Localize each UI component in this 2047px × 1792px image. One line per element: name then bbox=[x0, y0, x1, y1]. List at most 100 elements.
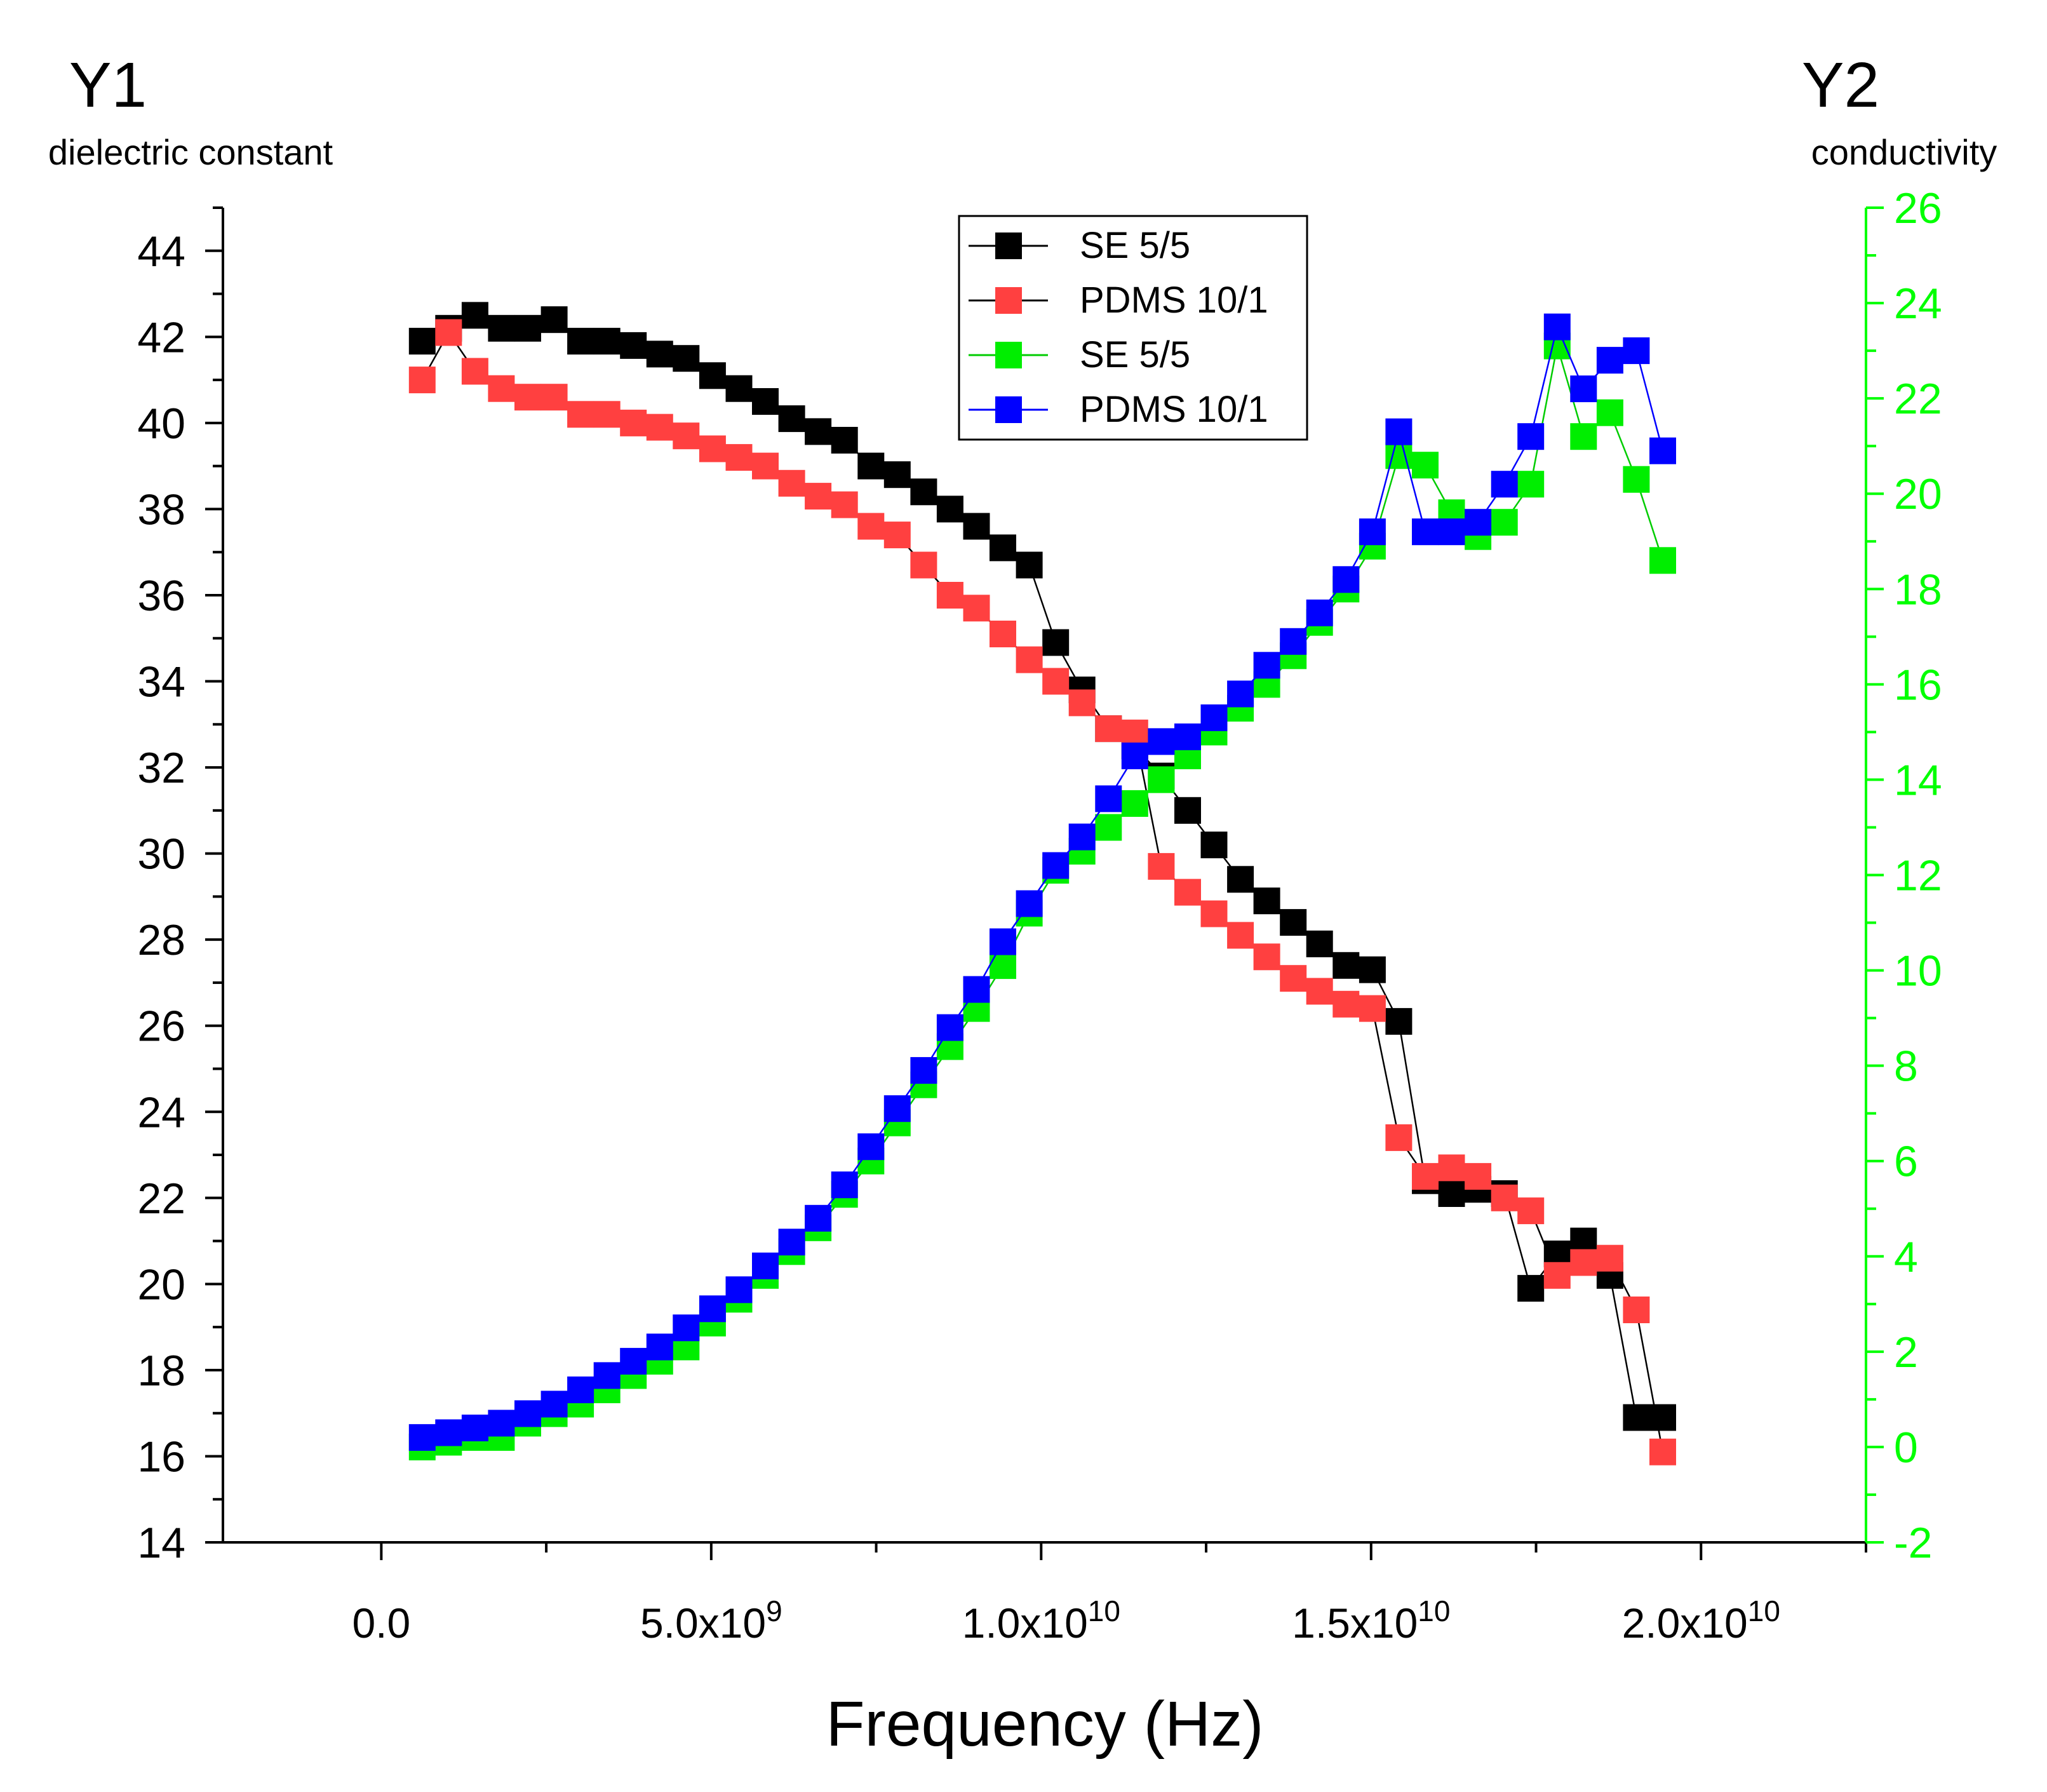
y2-subtitle: conductivity bbox=[1811, 132, 1997, 172]
y2-tick-label: 14 bbox=[1894, 756, 1942, 804]
data-point bbox=[514, 314, 541, 342]
legend-marker bbox=[995, 396, 1022, 423]
series-layer bbox=[408, 302, 1676, 1465]
data-point bbox=[963, 513, 990, 540]
data-point bbox=[910, 478, 937, 506]
data-point bbox=[1148, 766, 1175, 793]
data-point bbox=[1200, 900, 1228, 927]
data-point bbox=[1570, 375, 1597, 403]
y1-tick-label: 22 bbox=[137, 1175, 185, 1223]
data-point bbox=[752, 452, 779, 480]
data-point bbox=[567, 328, 594, 355]
data-point bbox=[673, 345, 700, 372]
data-point bbox=[1570, 1249, 1597, 1276]
y1-tick-label: 36 bbox=[137, 572, 185, 620]
data-point bbox=[1253, 887, 1280, 915]
data-point bbox=[1174, 723, 1201, 750]
y2-tick-label: 12 bbox=[1894, 852, 1942, 900]
data-point bbox=[699, 435, 726, 462]
data-point bbox=[673, 1314, 700, 1342]
data-point bbox=[620, 332, 647, 359]
data-point bbox=[1016, 890, 1043, 917]
data-point bbox=[699, 1295, 726, 1323]
data-point bbox=[1148, 728, 1175, 755]
y1-tick-label: 14 bbox=[137, 1519, 185, 1567]
legend-entry: PDMS 10/1 bbox=[969, 389, 1268, 430]
data-point bbox=[1596, 347, 1623, 374]
data-point bbox=[1385, 1007, 1413, 1035]
y1-tick-label: 16 bbox=[137, 1432, 185, 1481]
data-point bbox=[1253, 652, 1280, 679]
y1-tick-label: 18 bbox=[137, 1347, 185, 1395]
data-point bbox=[1068, 689, 1096, 717]
data-point bbox=[910, 1057, 937, 1084]
data-point bbox=[1332, 566, 1360, 593]
legend-marker bbox=[995, 287, 1022, 314]
data-point bbox=[1227, 680, 1254, 708]
data-point bbox=[408, 1424, 436, 1451]
data-point bbox=[778, 405, 805, 433]
data-point bbox=[1412, 518, 1439, 546]
data-point bbox=[646, 340, 673, 368]
data-point bbox=[488, 314, 515, 342]
data-point bbox=[1438, 518, 1465, 546]
data-point bbox=[1412, 1162, 1439, 1190]
y2-tick-label: 26 bbox=[1894, 184, 1942, 232]
data-point bbox=[1068, 823, 1096, 851]
data-point bbox=[514, 1400, 541, 1427]
data-point bbox=[1121, 742, 1148, 769]
data-point bbox=[910, 551, 937, 579]
data-point bbox=[990, 928, 1016, 955]
data-point bbox=[778, 469, 805, 497]
y2-tick-label: 18 bbox=[1894, 565, 1942, 614]
data-point bbox=[857, 452, 885, 480]
data-point bbox=[1121, 790, 1148, 817]
data-point bbox=[1649, 437, 1676, 464]
data-point bbox=[620, 409, 647, 436]
data-point bbox=[1332, 990, 1360, 1018]
y1-tick-label: 24 bbox=[137, 1088, 185, 1136]
data-point bbox=[1148, 852, 1175, 880]
data-point bbox=[1253, 943, 1280, 971]
data-point bbox=[593, 1362, 621, 1389]
data-point bbox=[990, 952, 1016, 980]
data-point bbox=[1517, 1197, 1545, 1225]
data-point bbox=[1227, 866, 1254, 893]
y2-tick-label: 8 bbox=[1894, 1042, 1918, 1091]
data-point bbox=[1543, 313, 1571, 340]
data-point bbox=[883, 522, 911, 549]
data-point bbox=[540, 1391, 568, 1418]
data-point bbox=[936, 495, 963, 523]
data-point bbox=[646, 1333, 673, 1361]
data-point bbox=[1359, 995, 1386, 1022]
y1-tick-label: 44 bbox=[137, 227, 185, 276]
x-tick-label: 1.5x1010 bbox=[1292, 1594, 1450, 1647]
data-point bbox=[752, 388, 779, 415]
data-point bbox=[567, 401, 594, 428]
data-point bbox=[593, 328, 621, 355]
data-point bbox=[725, 1276, 753, 1304]
data-point bbox=[990, 534, 1016, 562]
data-point bbox=[857, 1133, 885, 1161]
data-point bbox=[1095, 814, 1122, 841]
legend: SE 5/5 PDMS 10/1 SE 5/5 PDMS 10/1 bbox=[958, 215, 1308, 441]
data-point bbox=[1596, 1244, 1623, 1272]
data-point bbox=[936, 1014, 963, 1041]
data-point bbox=[1465, 509, 1492, 536]
data-point bbox=[963, 595, 990, 622]
legend-entry: PDMS 10/1 bbox=[969, 280, 1268, 321]
data-point bbox=[673, 422, 700, 450]
data-point bbox=[1596, 399, 1623, 426]
data-point bbox=[752, 1252, 779, 1279]
data-point bbox=[1359, 956, 1386, 983]
legend-label: SE 5/5 bbox=[1080, 225, 1190, 266]
y1-tick-label: 42 bbox=[137, 313, 185, 361]
data-point bbox=[1623, 337, 1650, 365]
y2-tick-label: 10 bbox=[1894, 947, 1942, 995]
series-4 bbox=[408, 313, 1676, 1451]
data-point bbox=[805, 1204, 832, 1232]
data-point bbox=[1200, 832, 1228, 859]
data-point bbox=[1306, 599, 1333, 626]
